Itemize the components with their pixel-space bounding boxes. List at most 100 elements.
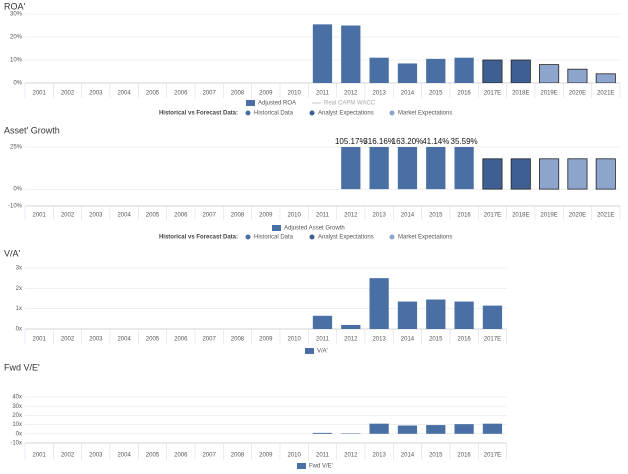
x-tick-label: 2003 (89, 213, 103, 219)
plot-area (312, 423, 503, 434)
legend-dot (309, 234, 315, 240)
x-tick-label: 2019E (540, 213, 557, 219)
bar (341, 147, 361, 190)
value-label: 35.59% (451, 137, 478, 146)
legend-label: Adjusted Asset Growth (284, 226, 345, 232)
y-tick-label: 10% (10, 58, 23, 64)
x-tick-label: 2003 (89, 91, 103, 97)
legend-label: Historical Data (254, 111, 294, 117)
bar (397, 301, 418, 329)
x-tick-label: 2006 (174, 453, 188, 459)
bar (482, 423, 503, 434)
bar (397, 147, 418, 190)
bar (539, 158, 560, 190)
x-tick-label: 2017E (484, 453, 501, 459)
bar (595, 73, 616, 83)
x-tick-label: 2013 (372, 337, 386, 343)
y-tick-label: 30x (12, 404, 22, 410)
y-tick-label: 1x (16, 306, 22, 312)
bar (510, 158, 531, 190)
x-tick-label: 2019E (540, 91, 557, 97)
x-tick-label: 2007 (202, 91, 216, 97)
x-tick-label: 2005 (146, 453, 160, 459)
x-tick-label: 2003 (89, 337, 103, 343)
x-tick-label: 2015 (429, 337, 443, 343)
y-tick-label: 0x (16, 327, 22, 333)
y-tick-label: 2x (16, 286, 22, 292)
x-tick-label: 2009 (259, 213, 273, 219)
legend-label: Real CAPM WACC (324, 101, 376, 107)
x-tick-label: 2002 (61, 337, 75, 343)
x-tick-label: 2001 (32, 453, 46, 459)
x-tick-label: 2005 (146, 337, 160, 343)
bar (426, 147, 446, 190)
x-tick-label: 2013 (372, 91, 386, 97)
x-tick-label: 2012 (344, 91, 358, 97)
legend-label: Market Expectations (398, 235, 452, 241)
x-tick-label: 2008 (231, 213, 245, 219)
y-tick-label: 3x (16, 266, 22, 272)
legend-swatch (246, 100, 255, 106)
y-tick-label: 20% (10, 35, 23, 41)
bar (454, 57, 474, 83)
x-tick-label: 2018E (512, 91, 529, 97)
x-tick-label: 2017E (484, 337, 501, 343)
bar (341, 324, 361, 329)
x-tick-label: 2021E (597, 91, 614, 97)
x-tick-label: 2010 (287, 337, 301, 343)
bar (482, 305, 503, 329)
x-tick-label: 2001 (32, 337, 46, 343)
y-tick-label: 20x (12, 413, 22, 419)
value-label: 105.17% (335, 137, 367, 146)
x-tick-label: 2009 (259, 91, 273, 97)
y-tick-label: -10x (10, 441, 22, 447)
data-legend-title: Historical vs Forecast Data: (159, 235, 238, 241)
legend-swatch (297, 463, 306, 469)
x-tick-label: 2001 (32, 91, 46, 97)
chart-title: ROA' (4, 1, 26, 11)
x-tick-label: 2011 (316, 91, 330, 97)
legend-dot (309, 110, 315, 116)
y-tick-label: 0x (16, 431, 22, 437)
x-tick-label: 2014 (401, 213, 415, 219)
bar (454, 147, 474, 190)
x-tick-label: 2012 (344, 453, 358, 459)
bar (426, 299, 446, 329)
x-tick-label: 2002 (61, 91, 75, 97)
x-tick-label: 2014 (401, 91, 415, 97)
legend-label: Analyst Expectations (318, 111, 374, 117)
y-tick-label: -10% (8, 204, 23, 210)
y-tick-label: 25% (10, 145, 23, 151)
value-label: 163.20% (392, 137, 424, 146)
x-tick-label: 2008 (231, 91, 245, 97)
x-tick-label: 2007 (202, 337, 216, 343)
bar (369, 57, 389, 83)
bar (369, 423, 389, 434)
x-tick-label: 2015 (429, 213, 443, 219)
x-tick-label: 2011 (316, 337, 330, 343)
bar (312, 432, 333, 434)
chart-title: Fwd V/E' (4, 362, 40, 372)
x-tick-label: 2014 (401, 453, 415, 459)
legend-label: Market Expectations (398, 111, 452, 117)
x-tick-label: 2010 (287, 91, 301, 97)
x-tick-label: 2015 (429, 91, 443, 97)
data-legend-title: Historical vs Forecast Data: (159, 111, 238, 117)
legend-dot (245, 110, 251, 116)
chart-title: V/A' (4, 248, 21, 258)
x-tick-label: 2004 (117, 91, 131, 97)
x-tick-label: 2014 (401, 337, 415, 343)
bar (426, 425, 446, 434)
bar (595, 158, 616, 190)
x-tick-label: 2005 (146, 213, 160, 219)
bar (482, 59, 503, 83)
y-tick-label: 0% (13, 81, 22, 87)
bar (454, 301, 474, 329)
bar (482, 158, 503, 190)
x-tick-label: 2012 (344, 213, 358, 219)
x-tick-label: 2006 (174, 213, 188, 219)
legend-label: Fwd V/E' (309, 464, 333, 470)
x-tick-label: 2007 (202, 453, 216, 459)
bar (369, 278, 389, 329)
